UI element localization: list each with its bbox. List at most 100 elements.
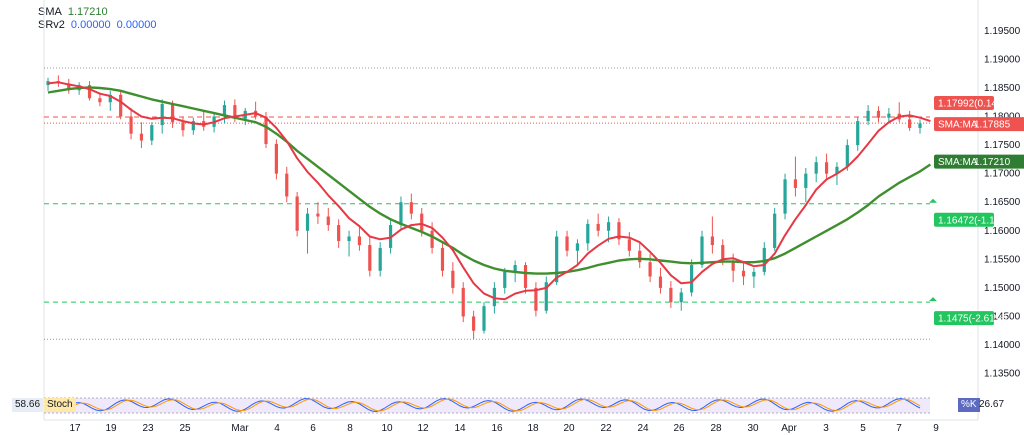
y-tick-label: 1.15500 [984, 254, 1021, 265]
candle-body [534, 287, 538, 311]
candle-body [835, 166, 839, 174]
candle-body [918, 123, 922, 128]
candle-body [326, 216, 330, 226]
candle-body [347, 236, 351, 242]
x-tick-label: 5 [860, 423, 866, 434]
candle-body [908, 119, 912, 128]
candle-body [773, 213, 777, 248]
price-tag-bg [934, 154, 1024, 169]
x-tick-label: 12 [417, 423, 429, 434]
candle-body [793, 179, 798, 188]
candle-body [824, 162, 829, 174]
candle-body [285, 173, 289, 197]
stoch-value-left: 58.66 [12, 398, 44, 412]
candle-body [295, 196, 299, 231]
x-tick-label: 10 [381, 423, 393, 434]
price-tag-bg [934, 212, 994, 227]
sma-slow-line [47, 86, 932, 275]
y-tick-label: 1.13500 [984, 369, 1021, 380]
candle-body [451, 270, 455, 288]
candle-body [316, 213, 320, 217]
x-tick-label: 3 [823, 423, 829, 434]
candle-body [222, 105, 227, 117]
candle-body [264, 116, 268, 144]
price-tag-bg [934, 311, 994, 326]
candle-body [181, 122, 185, 131]
price-tag-label: 1.17992(0.14%) [938, 98, 1009, 109]
candle-body [170, 103, 175, 123]
price-tag-level: 1.1475(-2.61%) [929, 297, 1007, 326]
stoch-name: Stoch [44, 398, 76, 412]
candle-body [617, 222, 621, 240]
legend-srv2: SRv2 0.00000 0.00000 [38, 19, 156, 32]
candle-body [98, 98, 102, 103]
candle-body [305, 213, 310, 231]
candle-body [565, 236, 569, 251]
candle-body [845, 145, 849, 167]
price-tag-smafast: SMA:MA1.17885 [934, 117, 1024, 132]
candle-body [586, 223, 590, 244]
candle-body [523, 265, 528, 288]
price-tag-bg [934, 117, 1024, 132]
candle-body [544, 282, 548, 311]
candle-body [409, 202, 413, 214]
candle-body [129, 116, 133, 134]
candle-body [555, 236, 559, 283]
x-tick-label: 9 [933, 423, 939, 434]
candle-body [160, 103, 164, 126]
candle-body [378, 247, 382, 271]
candle-body [67, 83, 71, 91]
candle-body [648, 262, 652, 277]
candle-body [575, 243, 580, 251]
x-tick-label: 28 [710, 423, 722, 434]
x-tick-label: 19 [105, 423, 117, 434]
candle-body [87, 85, 92, 99]
candle-body [274, 143, 278, 174]
candle-body [866, 110, 870, 122]
legend-sma-value: 1.17210 [67, 6, 108, 18]
candle-body [191, 121, 195, 131]
candle-body [461, 287, 465, 317]
legend-srv2-value-2: 0.00000 [116, 19, 157, 31]
price-tag-smaslow: SMA:MA1.17210 [934, 154, 1024, 169]
level-marker-icon [929, 297, 937, 302]
y-tick-label: 1.19000 [984, 54, 1021, 65]
candle-body [108, 94, 112, 103]
x-tick-label: 16 [491, 423, 503, 434]
candle-body [731, 260, 735, 271]
price-tag-bg [934, 95, 994, 110]
candle-body [876, 110, 881, 118]
x-tick-label: 14 [454, 423, 466, 434]
stoch-k-label: %K [958, 398, 980, 412]
candle-body [804, 173, 808, 188]
candle-body [337, 225, 341, 242]
candle-body [139, 133, 144, 141]
stoch-d-line [43, 398, 921, 412]
candle-body [596, 223, 600, 231]
y-tick-label: 1.19500 [984, 26, 1021, 37]
candle-body [492, 287, 496, 307]
stoch-k-value: 26.67 [979, 399, 1005, 410]
y-tick-label: 1.16000 [984, 226, 1021, 237]
price-tag-value: 1.17885 [974, 120, 1011, 131]
y-tick-label: 1.14000 [984, 340, 1021, 351]
level-marker-icon [929, 198, 937, 203]
x-tick-label: 26 [673, 423, 685, 434]
x-tick-label: 4 [274, 423, 280, 434]
candle-body [752, 271, 756, 277]
candle-body [430, 230, 434, 248]
x-tick-label: Mar [231, 423, 249, 434]
candle-body [887, 113, 891, 118]
y-tick-label: 1.18000 [984, 112, 1021, 123]
y-tick-label: 1.17500 [984, 140, 1021, 151]
y-tick-label: 1.17000 [984, 169, 1021, 180]
legend-srv2-name: SRv2 [38, 19, 65, 31]
y-tick-label: 1.16500 [984, 197, 1021, 208]
y-tick-label: 1.18500 [984, 83, 1021, 94]
price-tag-label: SMA:MA [938, 120, 978, 131]
candle-body [472, 316, 476, 331]
candle-body [119, 94, 123, 117]
candle-body [482, 306, 486, 331]
candle-body [658, 276, 663, 288]
